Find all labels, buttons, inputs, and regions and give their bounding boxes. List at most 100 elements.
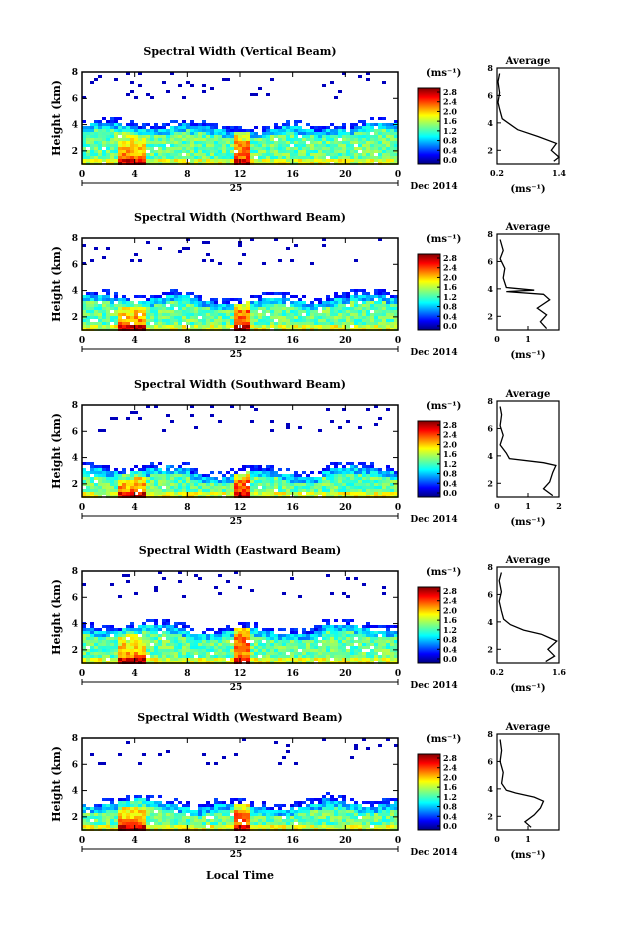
heatmap-cell xyxy=(226,477,230,480)
heatmap-cell xyxy=(258,465,262,468)
heatmap-cell xyxy=(298,426,302,429)
average-x-tick-label: 1 xyxy=(525,501,531,511)
heatmap-cell xyxy=(378,304,382,307)
heatmap-cell xyxy=(190,628,194,631)
heatmap-cell xyxy=(330,825,334,828)
heatmap-cell xyxy=(146,135,150,138)
heatmap-cell xyxy=(306,649,310,652)
heatmap-cell xyxy=(202,489,206,492)
heatmap-cell xyxy=(102,643,106,646)
heatmap-cell xyxy=(386,634,390,637)
y-axis-label: Height (km) xyxy=(50,746,63,822)
heatmap-cell xyxy=(194,129,198,132)
heatmap-cell xyxy=(270,492,274,495)
heatmap-cell xyxy=(86,153,90,156)
heatmap-cell xyxy=(370,304,374,307)
y-tick-label: 6 xyxy=(72,593,78,603)
heatmap-cell xyxy=(266,492,270,495)
heatmap-cell xyxy=(186,81,190,84)
heatmap-cell xyxy=(194,141,198,144)
heatmap-cell xyxy=(326,655,330,658)
colorbar-tick-label: 1.6 xyxy=(443,615,457,625)
heatmap-cell xyxy=(110,150,114,153)
heatmap-cell xyxy=(210,156,214,159)
heatmap-cell xyxy=(262,322,266,325)
heatmap-cell xyxy=(114,153,118,156)
heatmap-cell xyxy=(182,307,186,310)
heatmap-cell xyxy=(270,316,274,319)
heatmap-cell xyxy=(250,316,254,319)
heatmap-cell xyxy=(110,135,114,138)
heatmap-cell xyxy=(302,307,306,310)
heatmap-cell xyxy=(270,429,274,432)
heatmap-cell xyxy=(278,655,282,658)
heatmap-cell xyxy=(238,310,242,313)
heatmap-cell xyxy=(354,649,358,652)
x-tick-label: 16 xyxy=(286,836,299,846)
heatmap-cell xyxy=(106,652,110,655)
heatmap-cell xyxy=(326,325,330,328)
heatmap-cell xyxy=(326,637,330,640)
day-label: 25 xyxy=(230,350,243,360)
heatmap-cell xyxy=(342,322,346,325)
heatmap-cell xyxy=(202,477,206,480)
heatmap-cell xyxy=(270,135,274,138)
heatmap-cell xyxy=(322,84,326,87)
heatmap-cell xyxy=(318,655,322,658)
heatmap-cell xyxy=(94,141,98,144)
heatmap-cell xyxy=(186,804,190,807)
heatmap-cell xyxy=(126,801,130,804)
heatmap-cell xyxy=(290,646,294,649)
heatmap-cell xyxy=(166,825,170,828)
heatmap-cell xyxy=(294,156,298,159)
heatmap-cell xyxy=(206,804,210,807)
heatmap-cell xyxy=(198,123,202,126)
heatmap-cell xyxy=(90,81,94,84)
x-tick-label: 20 xyxy=(339,336,352,346)
heatmap-cell xyxy=(350,322,354,325)
heatmap-cell xyxy=(326,652,330,655)
heatmap-cell xyxy=(378,298,382,301)
heatmap-cell xyxy=(146,316,150,319)
heatmap-cell xyxy=(382,822,386,825)
heatmap-cell xyxy=(122,156,126,159)
x-tick-label: 0 xyxy=(395,503,401,513)
heatmap-cell xyxy=(166,649,170,652)
heatmap-cell xyxy=(102,304,106,307)
heatmap-cell xyxy=(226,301,230,304)
heatmap-cell xyxy=(130,141,134,144)
heatmap-cell xyxy=(166,810,170,813)
heatmap-cell xyxy=(214,310,218,313)
heatmap-cell xyxy=(134,798,138,801)
heatmap-cell xyxy=(218,816,222,819)
heatmap-cell xyxy=(166,640,170,643)
heatmap-cell xyxy=(270,637,274,640)
heatmap-cell xyxy=(334,159,338,162)
heatmap-cell xyxy=(118,156,122,159)
heatmap-cell xyxy=(110,138,114,141)
heatmap-cell xyxy=(198,295,202,298)
heatmap-cell xyxy=(186,322,190,325)
heatmap-cell xyxy=(182,120,186,123)
colorbar-tick-label: 1.6 xyxy=(443,449,457,459)
heatmap-cell xyxy=(122,658,126,661)
y-tick-label: 2 xyxy=(72,147,78,157)
heatmap-cell xyxy=(126,477,130,480)
heatmap-cell xyxy=(354,747,358,750)
heatmap-cell xyxy=(322,325,326,328)
heatmap-cell xyxy=(150,462,154,465)
heatmap-cell xyxy=(390,313,394,316)
heatmap-cell xyxy=(390,813,394,816)
heatmap-cell xyxy=(362,474,366,477)
heatmap-cell xyxy=(94,144,98,147)
heatmap-cell xyxy=(202,643,206,646)
heatmap-cell xyxy=(170,126,174,129)
heatmap-cell xyxy=(246,465,250,468)
heatmap-cell xyxy=(142,634,146,637)
heatmap-cell xyxy=(166,465,170,468)
heatmap-cell xyxy=(238,822,242,825)
heatmap-cell xyxy=(330,156,334,159)
heatmap-cell xyxy=(146,138,150,141)
heatmap-cell xyxy=(234,807,238,810)
heatmap-cell xyxy=(386,319,390,322)
